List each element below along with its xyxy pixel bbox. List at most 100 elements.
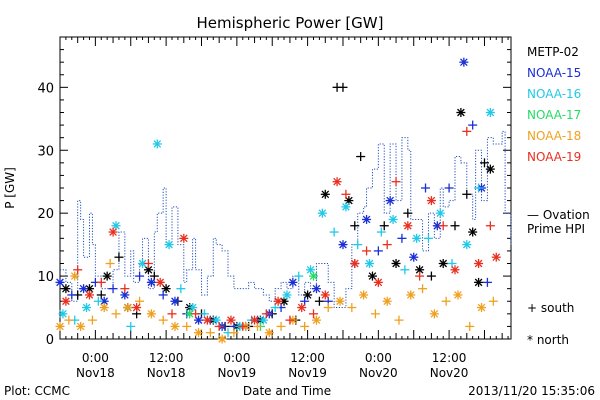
data-point [320,290,330,300]
data-point [474,259,484,268]
data-point [359,290,369,300]
data-point [309,309,319,319]
data-point [297,303,307,313]
x-tick-label-time: 12:00 [290,351,325,365]
x-tick-label-day: Nov18 [76,366,115,380]
data-point [155,277,165,287]
data-point [388,214,398,224]
data-point [350,259,360,268]
data-point [120,290,130,300]
data-point [61,296,71,306]
legend-entry: NOAA-19 [527,150,581,164]
data-point [170,296,180,306]
data-point [485,108,495,117]
x-axis: 0:00Nov1812:00Nov180:00Nov1912:00Nov190:… [59,37,509,380]
data-point [135,271,145,281]
data-point [250,315,260,325]
data-point [468,227,478,237]
data-point [264,328,274,338]
symbol-key-north: * north [527,333,569,347]
legend-entry: NOAA-16 [527,87,581,101]
data-point [391,259,401,268]
data-point [341,189,351,199]
data-point [152,139,162,149]
data-point [67,290,77,300]
data-point [465,321,475,331]
data-point [96,277,106,287]
data-point [418,284,428,294]
data-point [143,259,153,268]
data-point [214,321,224,331]
data-point [382,240,392,250]
data-point [79,284,89,294]
data-point [317,208,327,218]
data-point [438,221,448,231]
data-point [391,177,401,187]
data-point [182,321,192,331]
data-point [409,252,419,262]
ovation-label-line-2: Prime HPI [527,222,585,236]
data-point [491,252,501,262]
data-point [373,277,383,287]
data-point [468,120,478,130]
data-point [462,126,472,136]
data-point [61,284,71,294]
data-point [114,252,124,262]
y-tick-label: 20 [37,207,54,222]
data-point [459,57,469,67]
legend-entry: NOAA-15 [527,66,581,80]
y-axis: 0 10 20 30 40 [37,49,511,348]
data-point [191,309,201,319]
data-point [158,315,168,325]
data-point [176,284,186,294]
data-point [99,303,109,313]
x-tick-label-time: 12:00 [432,351,467,365]
data-point [450,265,460,275]
data-point [194,328,204,338]
data-point [353,240,363,250]
chart-title: Hemispheric Power [GW] [197,14,384,32]
data-point [303,290,313,300]
data-point [146,277,156,287]
data-point [362,246,372,256]
data-point [84,290,94,300]
x-tick-label-time: 0:00 [365,351,392,365]
data-point [406,290,416,300]
y-tick-label: 30 [37,144,54,159]
data-point [226,315,236,325]
data-point [76,321,86,331]
x-axis-label: Date and Time [243,384,331,398]
data-point [170,321,180,331]
x-tick-label-day: Nov19 [288,366,327,380]
data-point [362,214,372,224]
data-point [421,183,431,193]
data-point [373,246,383,256]
data-point [323,303,333,313]
data-point [485,164,495,174]
data-point [341,202,351,212]
data-point [158,290,168,300]
data-point [211,315,221,325]
data-point [64,315,74,325]
data-point [426,196,436,206]
data-point [146,309,156,319]
data-point [311,315,321,325]
data-point [55,277,65,287]
data-point [423,233,433,243]
data-point [55,321,65,331]
x-tick-label-day: Nov18 [147,366,186,380]
data-point [429,309,439,319]
data-point [329,227,339,237]
data-point [205,328,215,338]
data-point [485,221,495,231]
data-point [102,271,112,281]
y-axis-label: P [GW] [3,167,17,209]
data-point [415,271,425,281]
data-point [415,265,425,275]
y-tick-label: 10 [37,270,54,285]
data-point [438,259,448,268]
data-point [462,240,472,250]
ovation-label-line-1: — Ovation [527,208,590,222]
legend-entry: METP-02 [527,45,579,59]
data-point [462,189,472,199]
